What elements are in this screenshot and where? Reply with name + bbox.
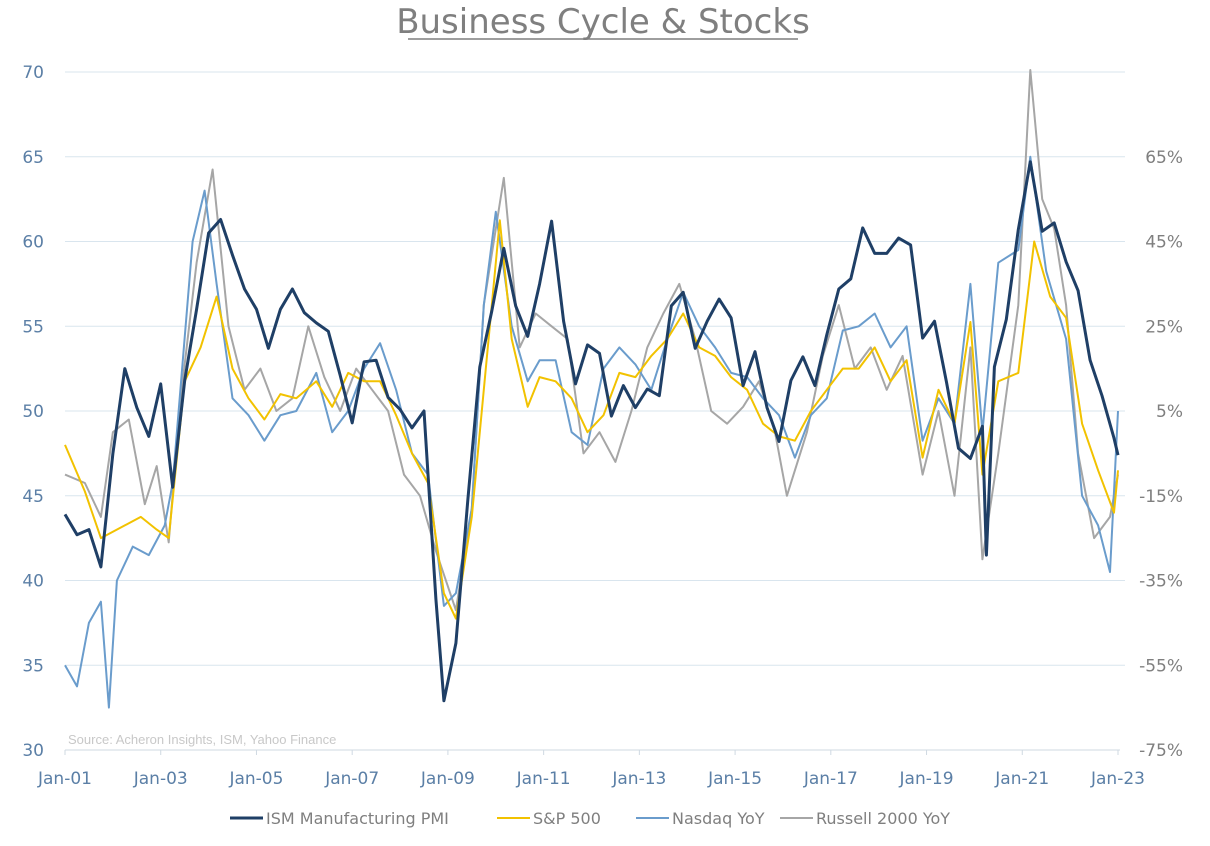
- x-tick-label: Jan-03: [133, 769, 188, 789]
- right-tick-label: 5%: [1156, 402, 1183, 422]
- left-tick-label: 60: [22, 233, 44, 253]
- left-tick-label: 45: [22, 487, 44, 507]
- left-axis-ticks: 30 35 40 45 50 55 60 65 70: [22, 63, 44, 761]
- left-tick-label: 70: [22, 63, 44, 83]
- legend-label-sp500: S&P 500: [533, 809, 601, 828]
- x-tick-label: Jan-13: [611, 769, 666, 789]
- right-tick-label: -55%: [1139, 656, 1183, 676]
- x-tick-label: Jan-19: [899, 769, 954, 789]
- x-tick-label: Jan-09: [420, 769, 475, 789]
- left-tick-label: 65: [22, 148, 44, 168]
- left-tick-label: 40: [22, 572, 44, 592]
- chart-title: Business Cycle & Stocks: [396, 2, 810, 42]
- source-note: Source: Acheron Insights, ISM, Yahoo Fin…: [68, 732, 336, 747]
- x-tick-label: Jan-23: [1090, 769, 1145, 789]
- left-tick-label: 55: [22, 317, 44, 337]
- left-tick-label: 35: [22, 656, 44, 676]
- right-axis-ticks: -75% -55% -35% -15% 5% 25% 45% 65%: [1139, 148, 1183, 761]
- right-tick-label: 25%: [1145, 317, 1183, 337]
- x-tick-label: Jan-17: [803, 769, 858, 789]
- x-tick-label: Jan-05: [228, 769, 283, 789]
- right-tick-label: 65%: [1145, 148, 1183, 168]
- x-axis-ticks: Jan-01 Jan-03 Jan-05 Jan-07 Jan-09 Jan-11 Jan-…: [37, 750, 1145, 789]
- x-tick-label: Jan-11: [516, 769, 571, 789]
- right-tick-label: -35%: [1139, 572, 1183, 592]
- legend-label-nasdaq: Nasdaq YoY: [672, 809, 765, 828]
- right-tick-label: -15%: [1139, 487, 1183, 507]
- right-tick-label: 45%: [1145, 233, 1183, 253]
- left-tick-label: 50: [22, 402, 44, 422]
- right-tick-label: -75%: [1139, 741, 1183, 761]
- x-tick-label: Jan-15: [707, 769, 762, 789]
- x-tick-label: Jan-21: [994, 769, 1049, 789]
- x-tick-label: Jan-01: [37, 769, 92, 789]
- series-line-nasdaq: [64, 155, 1119, 709]
- legend-label-russell: Russell 2000 YoY: [816, 809, 950, 828]
- x-tick-label: Jan-07: [324, 769, 379, 789]
- legend-label-ism: ISM Manufacturing PMI: [266, 809, 449, 828]
- series-line-ism: [63, 160, 1120, 703]
- series-line-russell: [64, 69, 1119, 612]
- series-lines: [63, 69, 1120, 709]
- left-tick-label: 30: [22, 741, 44, 761]
- legend: ISM Manufacturing PMI S&P 500 Nasdaq YoY Ru…: [230, 809, 950, 828]
- gridlines: [65, 71, 1125, 666]
